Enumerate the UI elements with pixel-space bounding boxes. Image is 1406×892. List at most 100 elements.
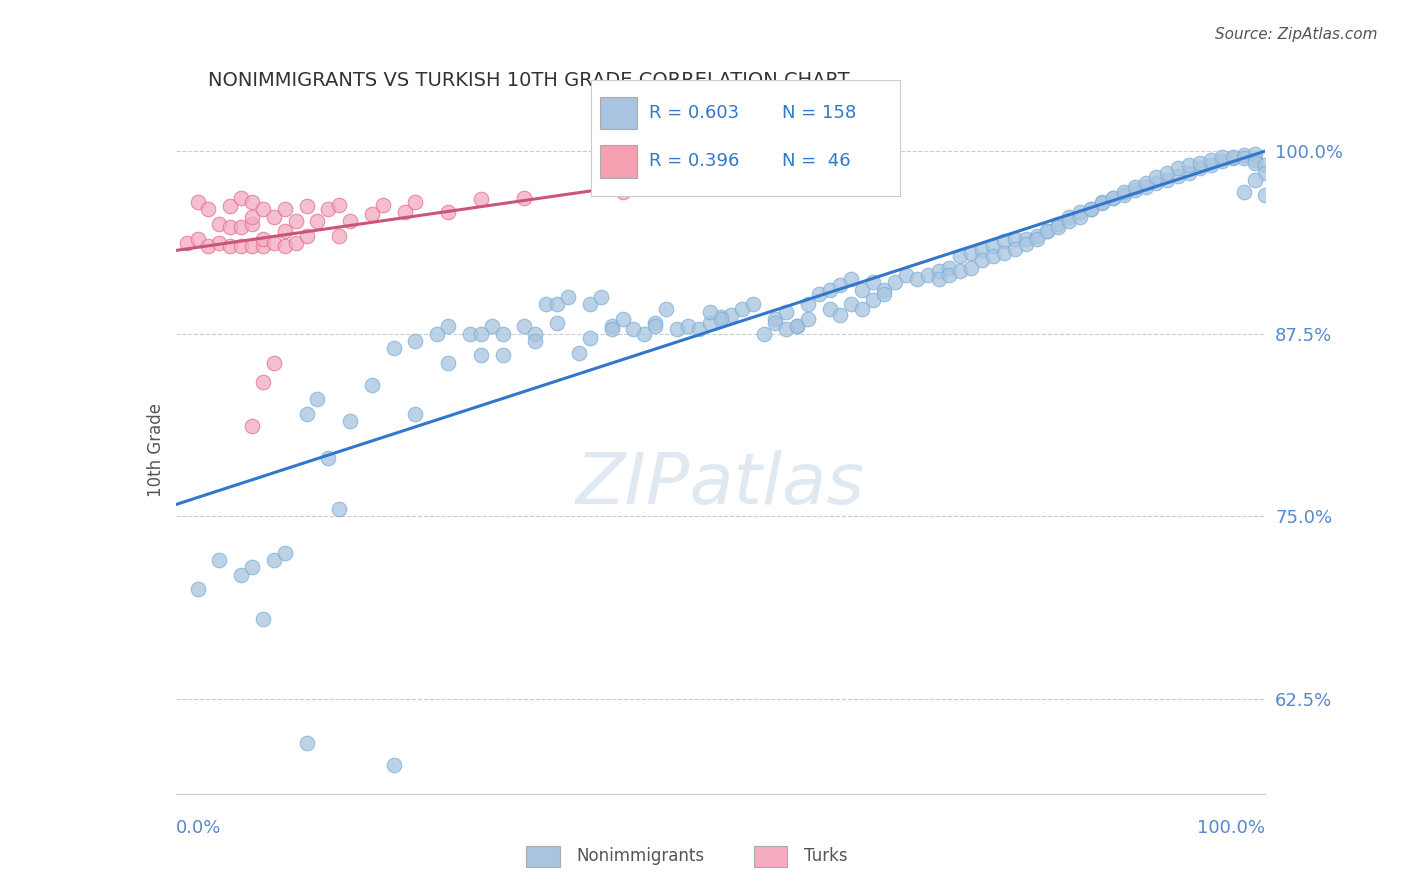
Point: [513, 319, 536, 334]
Point: [949, 263, 972, 277]
Point: [1080, 202, 1102, 217]
Point: [263, 210, 285, 224]
Point: [666, 322, 689, 336]
Point: [263, 235, 285, 250]
Point: [1069, 205, 1091, 219]
Point: [1189, 155, 1212, 169]
Point: [240, 194, 263, 209]
Point: [208, 217, 231, 231]
Point: [862, 293, 884, 307]
Point: [1135, 176, 1157, 190]
Point: [284, 214, 307, 228]
Point: [1015, 237, 1038, 252]
Point: [437, 205, 460, 219]
Point: [557, 290, 579, 304]
Text: ZIPatlas: ZIPatlas: [576, 450, 865, 519]
FancyBboxPatch shape: [600, 96, 637, 129]
Point: [710, 312, 733, 326]
Point: [1254, 166, 1277, 180]
Point: [841, 297, 863, 311]
Point: [589, 290, 612, 304]
Point: [775, 304, 797, 318]
Point: [186, 231, 209, 245]
Point: [1144, 170, 1167, 185]
FancyBboxPatch shape: [600, 145, 637, 178]
Point: [394, 205, 416, 219]
Point: [754, 326, 776, 341]
Point: [699, 316, 721, 330]
Point: [1178, 159, 1201, 173]
Point: [742, 297, 765, 311]
Point: [949, 249, 972, 263]
Text: Source: ZipAtlas.com: Source: ZipAtlas.com: [1215, 27, 1378, 42]
Text: Nonimmigrants: Nonimmigrants: [576, 847, 704, 865]
Point: [513, 191, 536, 205]
Text: Turks: Turks: [804, 847, 848, 865]
Point: [1167, 161, 1189, 176]
Point: [830, 308, 852, 322]
Point: [830, 278, 852, 293]
Point: [1047, 217, 1070, 231]
Point: [458, 326, 481, 341]
Point: [426, 326, 449, 341]
Point: [1102, 191, 1125, 205]
Point: [786, 319, 808, 334]
Text: 0.0%: 0.0%: [176, 819, 221, 837]
Point: [612, 185, 634, 199]
Text: N =  46: N = 46: [782, 153, 851, 170]
Point: [263, 553, 285, 567]
Point: [1211, 150, 1233, 164]
Point: [240, 560, 263, 574]
Point: [981, 249, 1004, 263]
Point: [405, 194, 427, 209]
Point: [993, 235, 1015, 249]
Point: [970, 253, 993, 268]
Point: [252, 202, 274, 217]
Point: [1036, 224, 1059, 238]
Point: [981, 239, 1004, 253]
Point: [274, 546, 297, 560]
Point: [938, 268, 960, 282]
Point: [492, 326, 515, 341]
Point: [720, 308, 742, 322]
Point: [1211, 154, 1233, 169]
Point: [1178, 166, 1201, 180]
Point: [1199, 153, 1222, 167]
Point: [470, 349, 492, 363]
Point: [905, 272, 928, 286]
Point: [763, 316, 786, 330]
Point: [1112, 187, 1135, 202]
Point: [1057, 210, 1080, 224]
Point: [263, 356, 285, 370]
Text: N = 158: N = 158: [782, 103, 856, 121]
Point: [295, 199, 318, 213]
Point: [960, 260, 983, 275]
Point: [655, 301, 678, 316]
Point: [1232, 151, 1256, 165]
Point: [492, 349, 515, 363]
Point: [360, 207, 382, 221]
Point: [612, 312, 634, 326]
Point: [1254, 159, 1277, 173]
Point: [1004, 242, 1026, 256]
Point: [1123, 180, 1146, 194]
Point: [274, 202, 297, 217]
Point: [186, 582, 209, 597]
Point: [240, 239, 263, 253]
Point: [851, 283, 873, 297]
FancyBboxPatch shape: [526, 846, 560, 867]
Text: 100.0%: 100.0%: [1198, 819, 1265, 837]
Point: [894, 268, 917, 282]
Point: [1232, 148, 1256, 162]
Point: [481, 319, 503, 334]
Point: [240, 217, 263, 231]
Point: [644, 316, 666, 330]
Point: [621, 322, 644, 336]
Point: [339, 214, 361, 228]
Point: [252, 239, 274, 253]
Point: [405, 334, 427, 348]
Point: [546, 316, 568, 330]
Point: [307, 214, 329, 228]
Point: [731, 301, 754, 316]
Point: [295, 736, 318, 750]
